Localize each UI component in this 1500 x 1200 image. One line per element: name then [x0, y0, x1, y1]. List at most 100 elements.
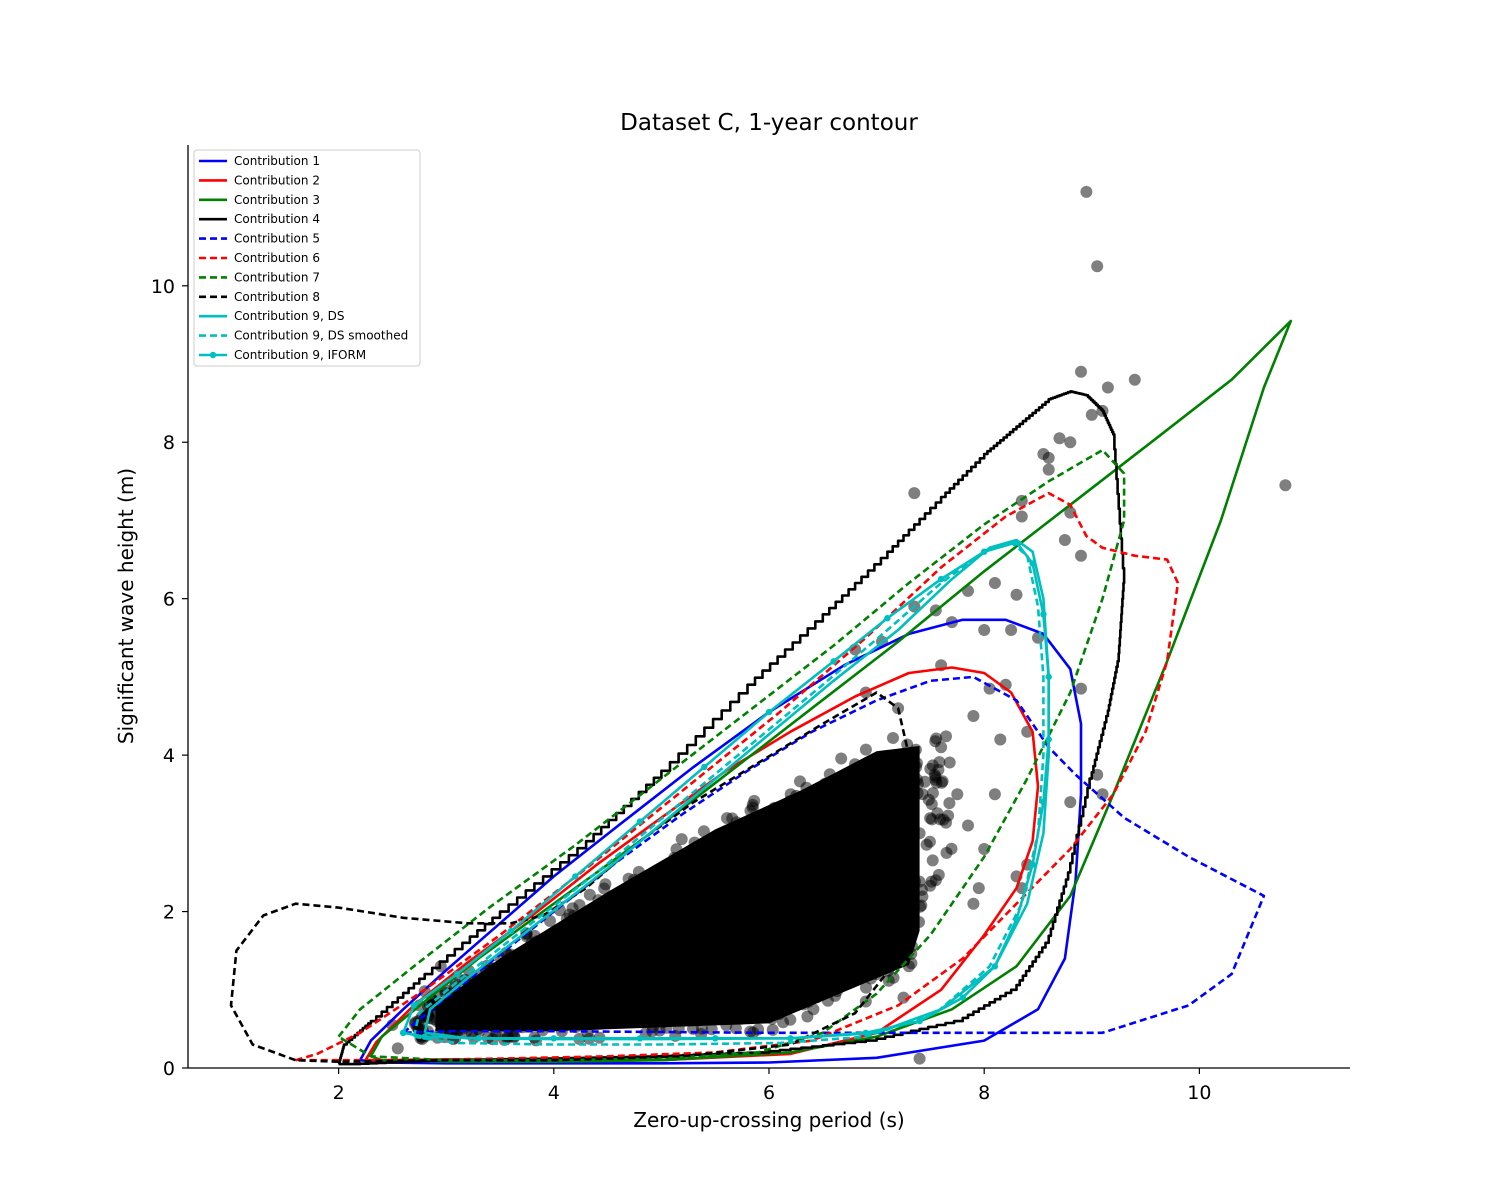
series-marker — [884, 615, 891, 622]
observation-point — [531, 957, 543, 970]
observation-point — [839, 790, 852, 803]
observation-point — [666, 952, 679, 965]
observation-point — [784, 1013, 797, 1026]
series-marker — [410, 1002, 418, 1009]
series-marker — [636, 1035, 644, 1042]
observation-point — [838, 917, 851, 930]
observation-point — [790, 835, 803, 848]
legend-label: Contribution 6 — [234, 251, 320, 265]
observation-point — [580, 933, 593, 946]
observation-point — [713, 870, 726, 883]
observation-point — [796, 812, 808, 825]
observation-point — [608, 953, 621, 966]
series-marker — [572, 873, 579, 880]
observation-point — [771, 944, 784, 957]
observation-point — [626, 997, 639, 1010]
series-line-contribution-3 — [369, 319, 1293, 1063]
observation-point — [909, 743, 922, 756]
series-marker — [712, 1035, 719, 1042]
observation-point — [621, 911, 634, 924]
observation-point — [879, 798, 892, 811]
observation-point — [799, 954, 811, 967]
observation-point — [859, 957, 872, 970]
legend-label: Contribution 9, DS smoothed — [234, 329, 408, 343]
observation-point — [832, 965, 845, 978]
observation-point — [913, 916, 925, 928]
observation-point — [780, 815, 793, 828]
observation-point — [962, 819, 974, 832]
observation-point — [609, 904, 622, 917]
series-marker — [937, 575, 945, 583]
observation-point — [539, 984, 552, 997]
observation-point — [855, 934, 868, 947]
observation-point — [783, 867, 796, 880]
series-line-contribution-7 — [337, 448, 1126, 1062]
observation-point — [634, 896, 647, 909]
series-marker — [1040, 798, 1047, 806]
observation-point — [742, 853, 755, 866]
observation-point — [741, 893, 753, 906]
observation-point — [1042, 463, 1055, 476]
observation-point — [517, 994, 530, 1007]
observation-point — [748, 925, 761, 938]
observation-point — [573, 899, 586, 911]
observation-point — [785, 858, 797, 871]
observation-point — [929, 874, 942, 887]
series-marker — [862, 1029, 869, 1037]
observation-point — [724, 1007, 737, 1020]
observation-point — [650, 892, 663, 905]
observation-point — [888, 816, 901, 828]
series-marker — [916, 1017, 923, 1025]
observation-point — [849, 903, 862, 916]
observation-point — [698, 1010, 711, 1023]
series-marker — [1029, 861, 1036, 868]
observation-point — [854, 785, 867, 798]
observation-point — [870, 936, 883, 949]
observation-point — [826, 812, 839, 825]
observation-point — [452, 1001, 465, 1014]
observation-point — [913, 1052, 926, 1065]
observation-point — [568, 925, 581, 938]
observation-point — [769, 964, 782, 977]
observation-point — [583, 888, 596, 901]
observation-point — [769, 908, 782, 921]
observation-point — [755, 849, 767, 861]
series-marker — [1045, 736, 1052, 743]
observation-point — [910, 761, 923, 773]
observation-point — [725, 854, 738, 867]
observation-point — [729, 886, 742, 899]
legend-label: Contribution 1 — [234, 154, 320, 168]
series-marker — [1040, 611, 1047, 618]
y-tick-label: 10 — [151, 276, 175, 298]
observation-point — [451, 1022, 464, 1035]
observation-point — [565, 969, 578, 982]
observation-point — [843, 780, 856, 793]
observation-point — [940, 730, 952, 743]
observation-point — [737, 867, 750, 880]
observation-point — [651, 881, 664, 894]
observation-point — [1015, 510, 1028, 523]
observation-point — [701, 980, 714, 993]
y-tick-label: 0 — [163, 1058, 175, 1080]
observation-point — [606, 983, 619, 996]
observation-point — [829, 989, 842, 1002]
observation-point — [891, 921, 903, 934]
observation-point — [859, 743, 872, 756]
observation-point — [726, 935, 739, 948]
observation-point — [643, 959, 656, 972]
x-axis-label: Zero-up-crossing period (s) — [633, 1108, 904, 1132]
observation-point — [831, 890, 844, 903]
observation-point — [823, 768, 836, 781]
observation-point — [1091, 260, 1104, 273]
observation-point — [856, 947, 868, 960]
observation-point — [613, 890, 626, 903]
observation-point — [629, 972, 642, 985]
observation-point — [427, 1013, 440, 1025]
observation-point — [771, 896, 784, 908]
observation-point — [940, 846, 953, 859]
observation-point — [550, 979, 563, 992]
observation-point — [932, 763, 945, 776]
observation-point — [1128, 373, 1141, 386]
observation-point — [988, 577, 1001, 589]
